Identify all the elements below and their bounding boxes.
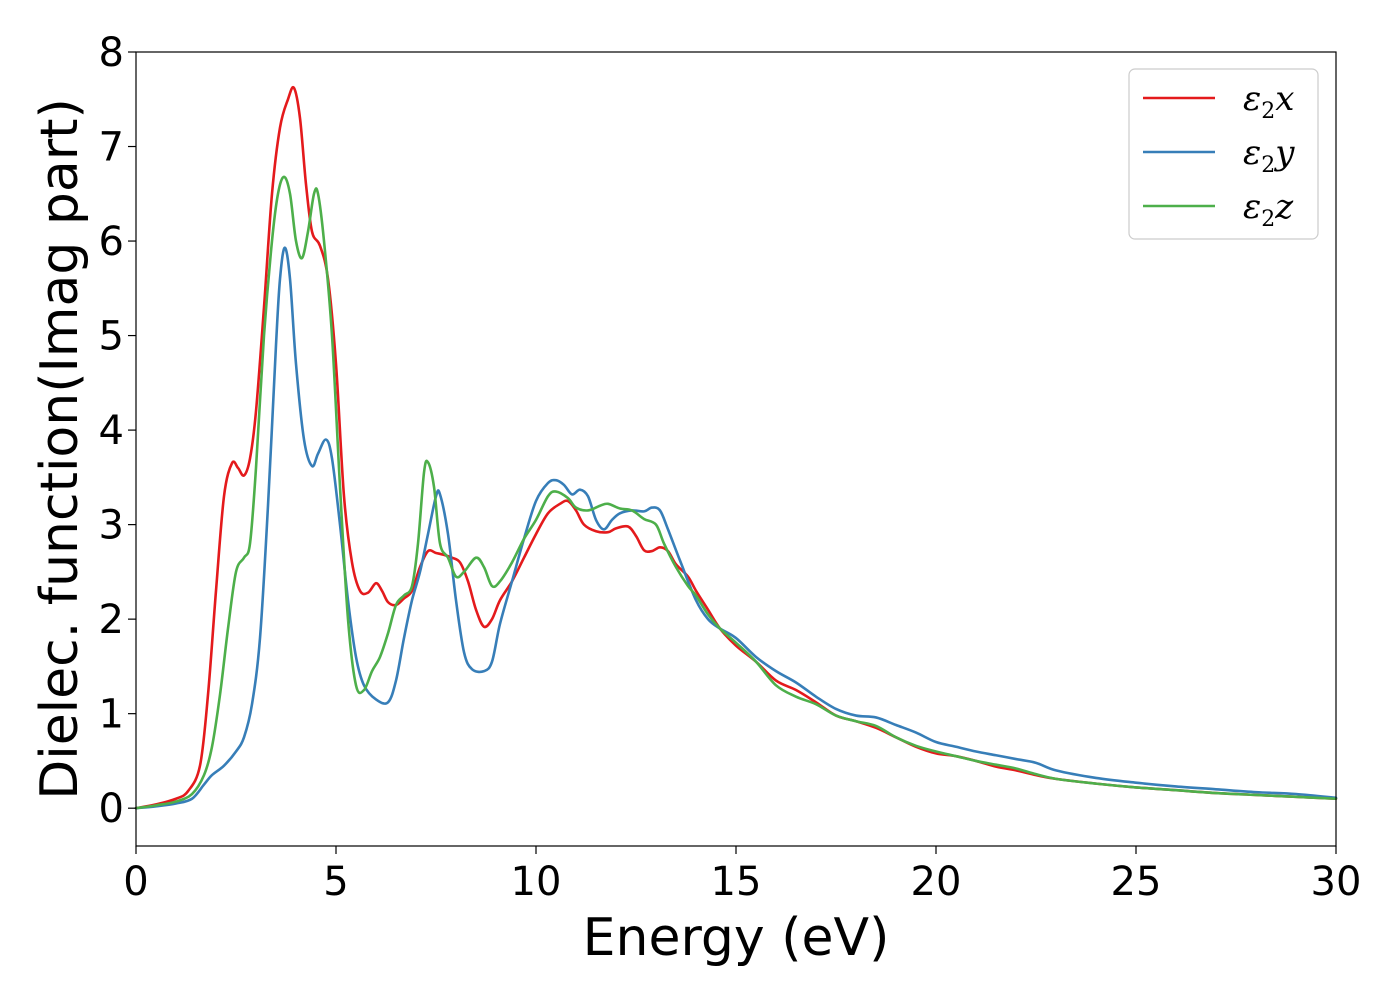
x-tick-label: 30 xyxy=(1311,859,1362,905)
legend-label-y: ε2y xyxy=(1243,133,1295,178)
x-tick-label: 0 xyxy=(123,859,148,905)
x-tick-label: 15 xyxy=(711,859,762,905)
series-line-y xyxy=(134,246,1338,810)
y-tick-label: 8 xyxy=(99,30,124,76)
x-tick-label: 20 xyxy=(911,859,962,905)
legend: ε2x ε2y ε2z xyxy=(1128,68,1319,240)
series-layer xyxy=(134,85,1338,810)
legend-box xyxy=(1128,68,1319,240)
x-axis-label: Energy (eV) xyxy=(583,908,890,968)
y-tick-label: 4 xyxy=(99,408,124,454)
y-tick-label: 6 xyxy=(99,219,124,265)
y-tick-label: 0 xyxy=(99,786,124,832)
y-tick-label: 3 xyxy=(99,503,124,549)
x-tick-label: 25 xyxy=(1111,859,1162,905)
legend-label-x: ε2x xyxy=(1243,79,1294,124)
series-line-z xyxy=(134,175,1338,810)
x-axis-ticks: 0 5 10 15 20 25 30 xyxy=(123,846,1361,905)
y-axis-ticks: 0 1 2 3 4 5 6 7 8 xyxy=(99,30,136,832)
y-tick-label: 5 xyxy=(99,314,124,360)
y-tick-label: 7 xyxy=(99,125,124,171)
x-tick-label: 5 xyxy=(323,859,348,905)
y-tick-label: 1 xyxy=(99,692,124,738)
x-tick-label: 10 xyxy=(511,859,562,905)
y-tick-label: 2 xyxy=(99,597,124,643)
y-axis-label: Dielec. function(Imag part) xyxy=(30,98,90,800)
legend-label-z: ε2z xyxy=(1243,187,1294,232)
